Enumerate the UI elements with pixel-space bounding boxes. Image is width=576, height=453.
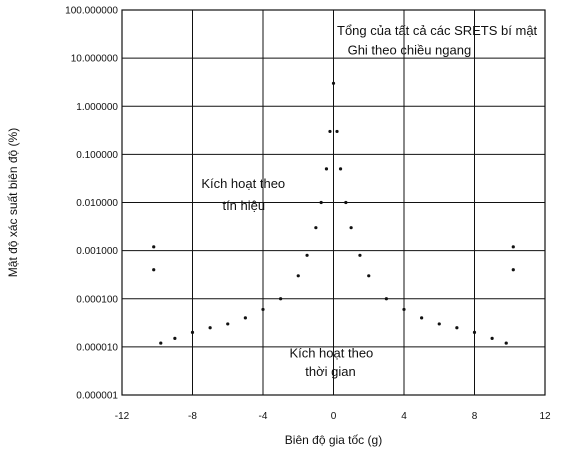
x-tick-label: -4	[259, 411, 268, 422]
y-tick-label: 0.100000	[76, 150, 118, 161]
data-point	[226, 322, 230, 326]
data-point	[324, 167, 329, 171]
data-point	[208, 326, 212, 330]
data-point	[384, 297, 388, 301]
y-tick-label: 0.000001	[76, 391, 118, 402]
y-tick-label: 0.001000	[76, 246, 118, 257]
x-tick-label: 12	[539, 411, 551, 422]
y-tick-label: 100.000000	[65, 6, 118, 17]
data-point	[261, 307, 265, 312]
data-point	[338, 167, 343, 171]
y-tick-label: 0.000100	[76, 294, 118, 305]
annotation: Kích hoạt theo	[289, 346, 373, 361]
data-point	[328, 129, 332, 134]
data-point	[243, 316, 247, 320]
annotation: Ghi theo chiều ngang	[348, 42, 472, 57]
grid	[121, 9, 546, 396]
y-tick-label: 10.000000	[71, 54, 119, 65]
data-point	[335, 129, 339, 134]
annotation: tín hiệu	[222, 198, 265, 213]
data-point	[305, 253, 309, 257]
y-tick-label: 0.000010	[76, 342, 118, 353]
data-point	[331, 81, 336, 85]
data-point	[349, 226, 353, 230]
annotation: Tổng của tất cả các SRETS bí mật	[337, 23, 538, 38]
annotation: thời gian	[305, 364, 355, 379]
x-tick-label: -8	[188, 411, 197, 422]
scatter-series	[152, 81, 515, 345]
data-point	[314, 226, 318, 230]
data-point	[173, 336, 177, 341]
data-point	[367, 274, 371, 278]
plot-frame	[121, 9, 546, 396]
annotations: Tổng của tất cả các SRETS bí mật Ghi theo…	[201, 23, 537, 379]
y-tick-labels: 0.000001 0.000010 0.000100 0.001000 0.010000…	[65, 6, 118, 402]
y-tick-label: 1.000000	[76, 102, 118, 113]
data-point	[296, 274, 300, 278]
x-tick-label: -12	[115, 411, 130, 422]
data-point	[511, 245, 515, 249]
y-axis-label: Mật độ xác suất biên độ (%)	[6, 128, 20, 277]
y-tick-label: 0.010000	[76, 198, 118, 209]
data-point	[152, 245, 156, 249]
data-point	[402, 307, 406, 312]
data-point	[455, 326, 459, 330]
x-tick-labels: -12 -8 -4 0 4 8 12	[115, 411, 551, 422]
data-point	[490, 336, 494, 341]
data-point	[437, 322, 441, 326]
data-point	[358, 253, 362, 257]
data-point	[152, 268, 156, 272]
x-tick-label: 8	[472, 411, 478, 422]
data-point	[159, 341, 163, 345]
data-point	[319, 200, 323, 205]
data-point	[344, 200, 348, 205]
data-point	[279, 297, 283, 301]
data-point	[420, 316, 424, 320]
data-point	[504, 341, 508, 345]
annotation: Kích hoạt theo	[201, 176, 285, 191]
data-point	[472, 330, 477, 334]
x-tick-label: 4	[401, 411, 407, 422]
x-tick-label: 0	[331, 411, 337, 422]
data-point	[511, 268, 515, 272]
data-point	[190, 330, 195, 334]
x-axis-label: Biên độ gia tốc (g)	[285, 433, 382, 447]
